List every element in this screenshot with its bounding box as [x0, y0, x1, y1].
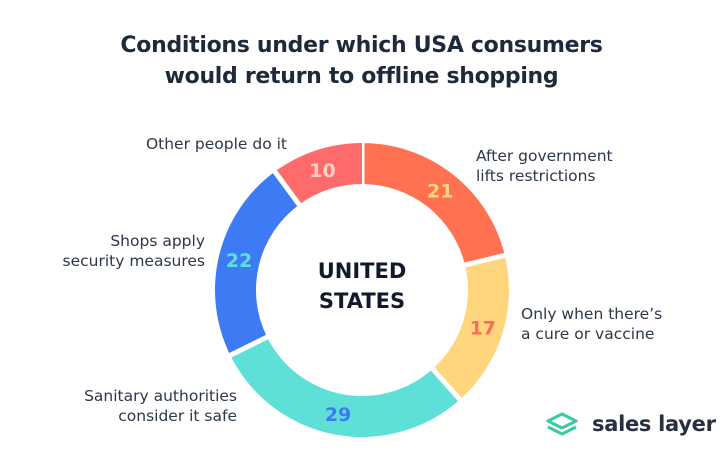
category-label-text: a cure or vaccine [521, 325, 655, 343]
category-label-text: Only when there’s [521, 305, 663, 323]
value-label-shops: 22 [226, 250, 252, 272]
category-label-others: Other people do it [146, 134, 287, 154]
chart-title-line-1: Conditions under which USA consumers [120, 33, 603, 58]
category-label-text: lifts restrictions [476, 167, 596, 185]
slice-separator [462, 252, 508, 268]
slice-separator [227, 333, 270, 359]
category-label-sanitary: Sanitary authorities consider it safe [84, 386, 237, 426]
brand-logo: sales layer [545, 409, 716, 439]
value-label-cure: 17 [470, 318, 496, 340]
category-label-text: Sanitary authorities [84, 387, 237, 405]
category-label-cure: Only when there’s a cure or vaccine [521, 304, 662, 344]
donut-slice-others [274, 143, 362, 205]
category-label-shops: Shops apply security measures [63, 231, 206, 271]
value-label-government: 21 [427, 181, 453, 203]
slice-separator [429, 365, 464, 403]
category-label-text: consider it safe [118, 407, 237, 425]
chart-title: Conditions under which USA consumers wou… [0, 30, 723, 92]
value-label-sanitary: 29 [325, 404, 351, 426]
donut-slice-government [362, 143, 505, 266]
center-label-line-2: STATES [319, 289, 405, 313]
category-label-text: Other people do it [145, 135, 287, 153]
chart-title-line-2: would return to offline shopping [164, 64, 559, 89]
donut-slice-shops [215, 171, 300, 356]
brand-name: sales layer [592, 412, 716, 436]
donut-slice-sanitary [230, 337, 461, 437]
category-label-government: After government lifts restrictions [476, 146, 613, 186]
slice-separator [271, 168, 303, 208]
sales-layer-logo-icon [546, 412, 578, 436]
donut-slice-cure [432, 255, 509, 400]
category-label-text: After government [476, 147, 613, 165]
center-label-line-1: UNITED [318, 259, 407, 283]
value-label-others: 10 [309, 160, 335, 182]
category-label-text: security measures [62, 252, 206, 270]
category-label-text: Shops apply [110, 232, 205, 250]
